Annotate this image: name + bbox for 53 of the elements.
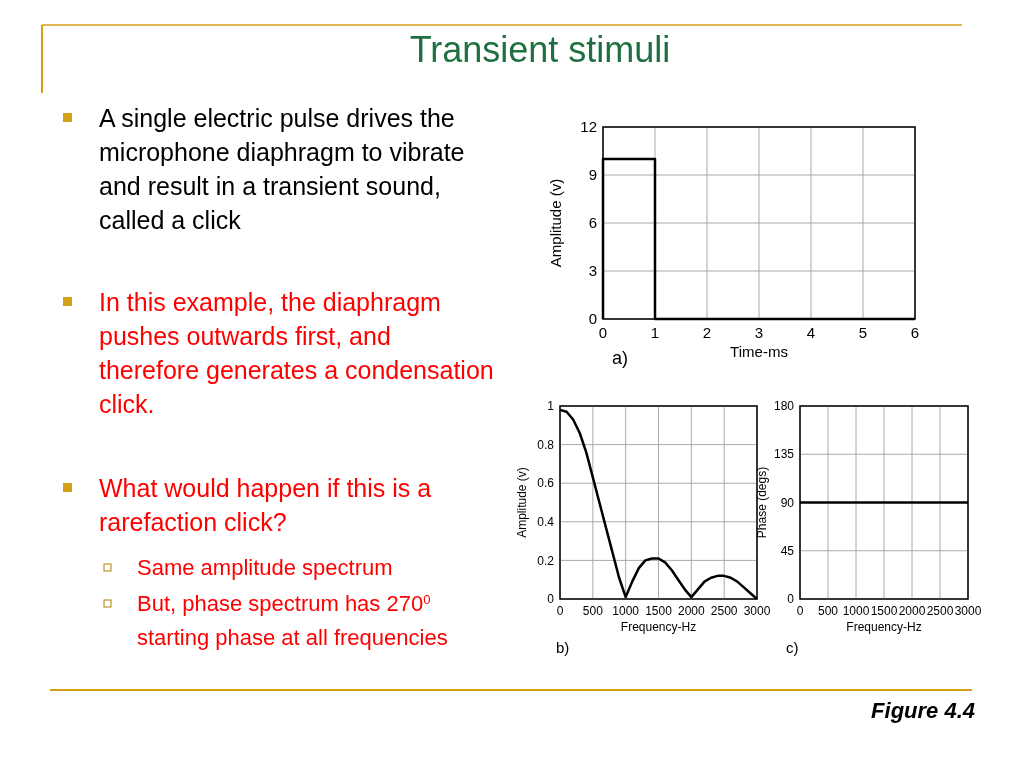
x-tick-label: 1500: [645, 604, 673, 618]
x-tick-label: 1000: [842, 604, 870, 618]
text: Transient stimuli: [409, 29, 671, 70]
text: But, phase spectrum has 270$^{0}$ starting phase at all frequencies: [137, 591, 448, 650]
x-tick-label: 5: [858, 324, 868, 341]
text: c): [786, 639, 799, 656]
line-series: [558, 408, 759, 601]
x-tick-label: 1500: [870, 604, 898, 618]
y-tick-label: 3: [588, 262, 597, 280]
text: Same amplitude spectrum: [137, 555, 393, 580]
x-tick-label: 6: [910, 324, 920, 341]
x-tick-label: 0: [796, 604, 804, 618]
y-tick-label: 0: [547, 592, 555, 607]
x-tick-label: 2000: [898, 604, 926, 618]
y-tick-label: 6: [588, 214, 597, 232]
x-tick-label: 2: [702, 324, 712, 341]
x-tick-label: 3000: [954, 604, 982, 618]
x-tick-label: 500: [582, 604, 604, 618]
x-axis-title: Time-ms: [730, 343, 788, 360]
x-tick-label: 3000: [743, 604, 771, 618]
x-tick-label: 4: [806, 324, 816, 341]
y-axis-title: Amplitude (v): [547, 178, 564, 268]
text: What would happen if this is a rarefaction click?: [99, 474, 432, 536]
y-tick-label: 0: [588, 310, 597, 328]
x-tick-label: 2500: [926, 604, 954, 618]
x-tick-label: 2500: [710, 604, 738, 618]
y-axis-title: Phase (degs): [755, 466, 769, 539]
y-tick-label: 180: [773, 399, 795, 414]
y-tick-label: 0.6: [537, 476, 555, 491]
y-tick-label: 0: [787, 592, 795, 607]
y-tick-label: 135: [773, 447, 795, 462]
text: a): [612, 348, 629, 368]
y-axis-title: Amplitude (v): [515, 467, 529, 538]
y-tick-label: 1: [547, 399, 555, 414]
caption: Figure 4.4: [871, 698, 975, 723]
x-tick-label: 500: [817, 604, 839, 618]
y-tick-label: 9: [588, 166, 597, 184]
x-tick-label: 1: [650, 324, 660, 341]
x-tick-label: 2000: [677, 604, 705, 618]
y-tick-label: 90: [780, 495, 795, 510]
x-axis-title: Frequency-Hz: [846, 620, 922, 634]
y-tick-label: 12: [580, 118, 597, 136]
y-tick-label: 0.8: [537, 437, 555, 452]
text: b): [556, 639, 570, 656]
y-tick-label: 45: [780, 543, 795, 558]
x-tick-label: 1000: [612, 604, 640, 618]
text: A single electric pulse drives the microphone diaphragm to vibrate and result in a transient sound, called a click: [99, 104, 465, 234]
text: In this example, the diaphragm pushes outwards first, and therefore generates a condensation click.: [99, 288, 494, 418]
y-tick-label: 0.2: [537, 553, 555, 568]
x-tick-label: 0: [556, 604, 564, 618]
x-tick-label: 3: [754, 324, 764, 341]
x-axis-title: Frequency-Hz: [620, 620, 697, 634]
y-tick-label: 0.4: [537, 515, 555, 529]
